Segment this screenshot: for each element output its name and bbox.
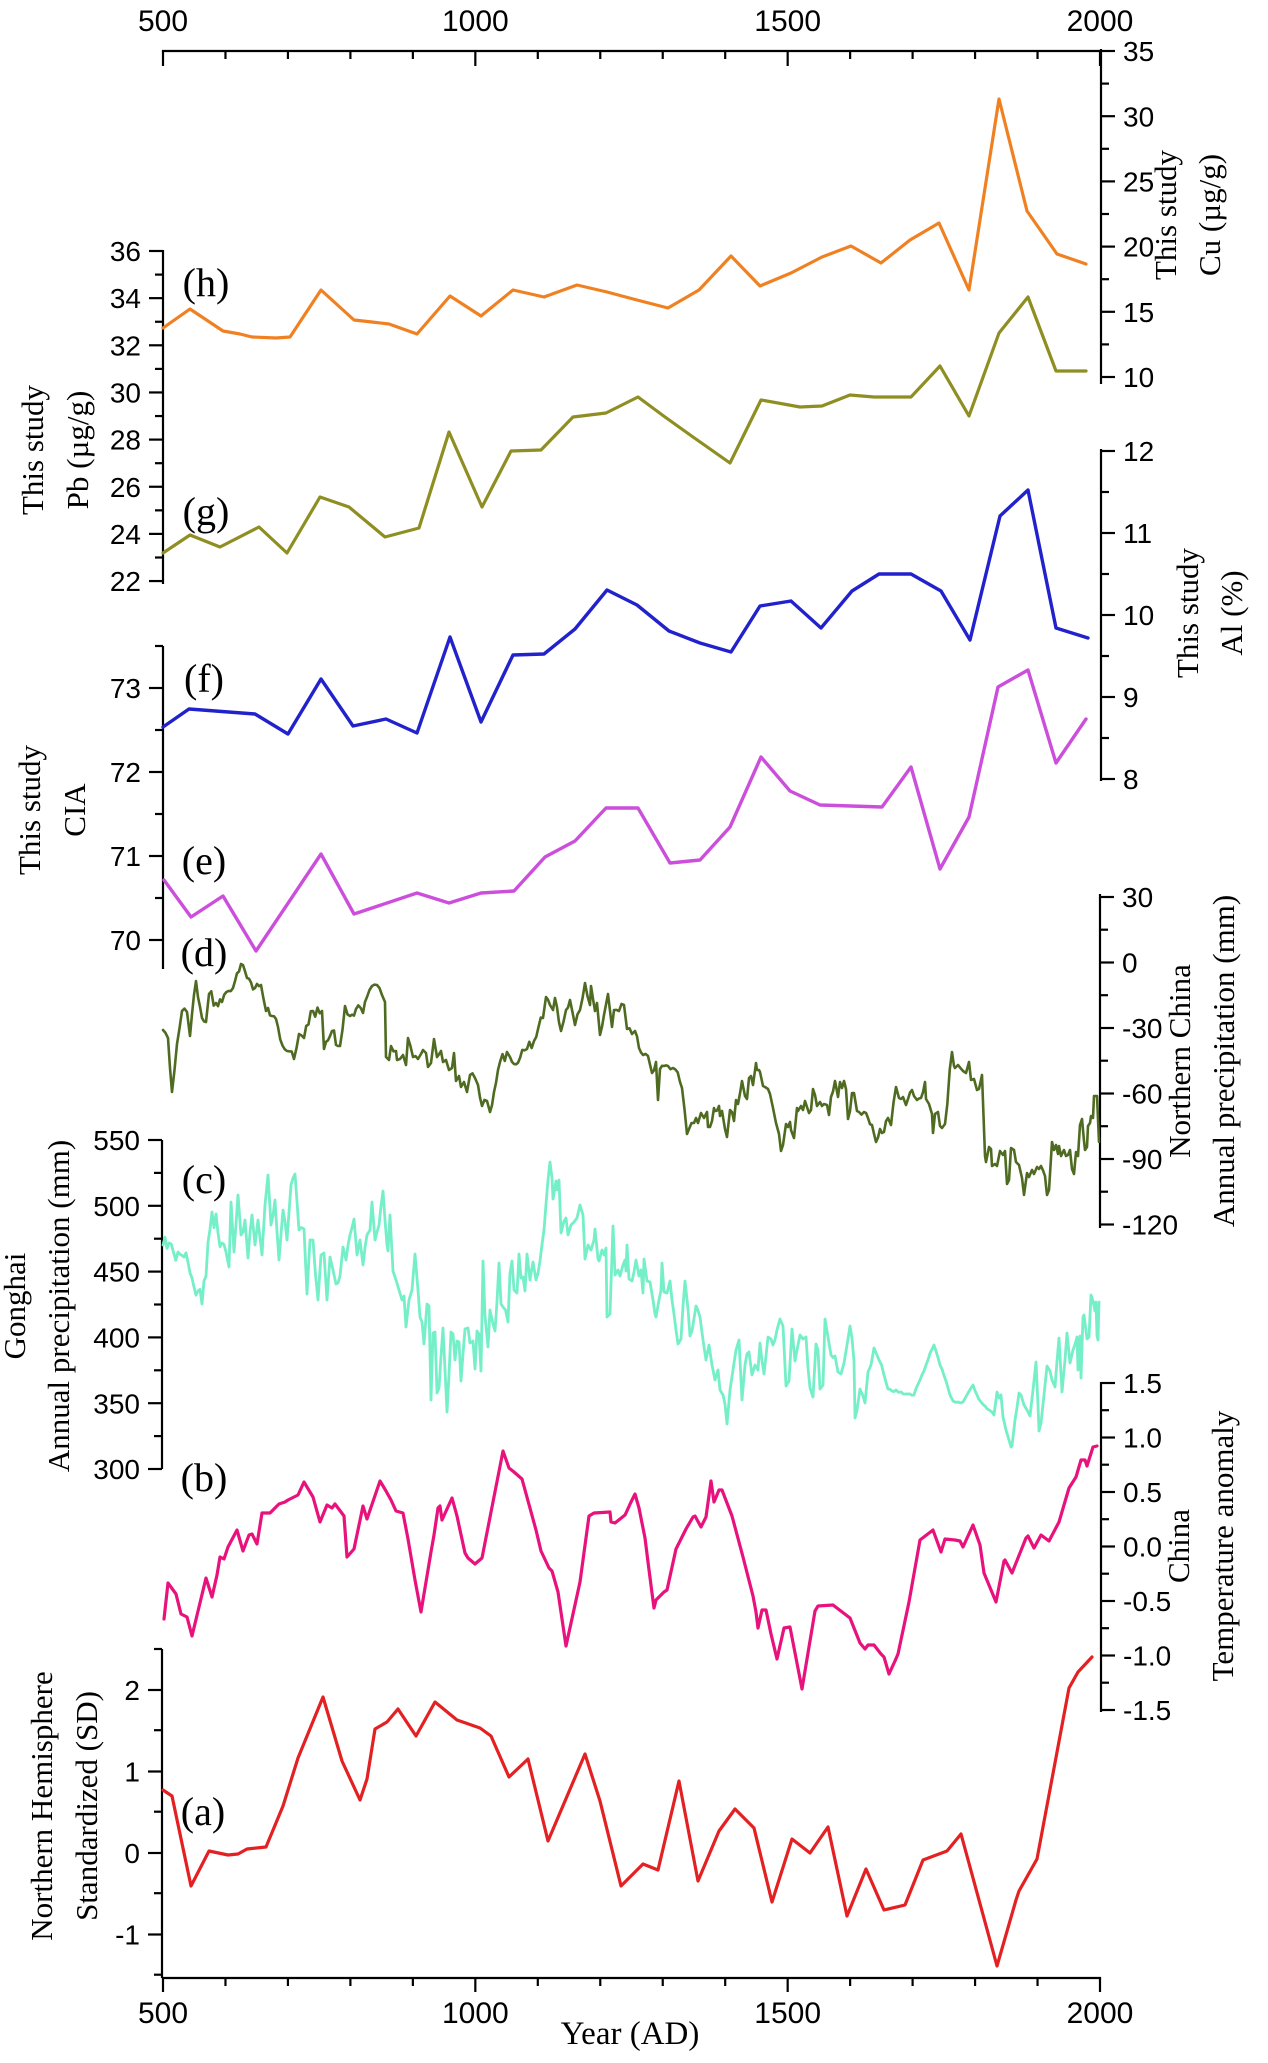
svg-text:1000: 1000	[442, 1997, 509, 2030]
svg-text:(h): (h)	[183, 260, 230, 305]
svg-text:30: 30	[1122, 882, 1153, 913]
svg-text:0.0: 0.0	[1123, 1532, 1162, 1563]
svg-text:Al (%): Al (%)	[1214, 570, 1249, 655]
svg-text:500: 500	[138, 5, 188, 38]
svg-text:2000: 2000	[1067, 5, 1134, 38]
svg-text:-60: -60	[1122, 1079, 1162, 1110]
svg-text:1.0: 1.0	[1123, 1423, 1162, 1454]
svg-text:Gonghai: Gonghai	[0, 1252, 32, 1359]
svg-text:Temperature anomaly: Temperature anomaly	[1205, 1410, 1240, 1681]
svg-text:-30: -30	[1122, 1013, 1162, 1044]
svg-text:0: 0	[124, 1838, 140, 1869]
svg-text:1000: 1000	[442, 5, 509, 38]
svg-text:15: 15	[1123, 297, 1154, 328]
svg-text:32: 32	[110, 330, 141, 361]
svg-text:-120: -120	[1122, 1210, 1178, 1241]
svg-text:34: 34	[110, 283, 141, 314]
svg-text:450: 450	[93, 1257, 140, 1288]
svg-text:500: 500	[93, 1191, 140, 1222]
svg-text:Annual precipitation (mm): Annual precipitation (mm)	[41, 1140, 76, 1472]
svg-text:25: 25	[1123, 166, 1154, 197]
svg-text:10: 10	[1123, 600, 1154, 631]
svg-text:9: 9	[1123, 682, 1139, 713]
svg-text:26: 26	[110, 472, 141, 503]
svg-text:(a): (a)	[181, 1789, 225, 1834]
svg-text:71: 71	[110, 841, 141, 872]
svg-text:36: 36	[110, 236, 141, 267]
svg-text:Year (AD): Year (AD)	[561, 2016, 700, 2052]
svg-text:China: China	[1161, 1509, 1196, 1583]
svg-text:28: 28	[110, 425, 141, 456]
svg-text:(g): (g)	[183, 489, 230, 534]
svg-text:8: 8	[1123, 764, 1139, 795]
svg-text:30: 30	[110, 378, 141, 409]
svg-text:0: 0	[1122, 948, 1138, 979]
svg-text:Cu (µg/g): Cu (µg/g)	[1192, 154, 1227, 276]
svg-text:72: 72	[110, 757, 141, 788]
svg-text:20: 20	[1123, 232, 1154, 263]
svg-text:350: 350	[93, 1388, 140, 1419]
svg-text:-1: -1	[115, 1920, 140, 1951]
svg-text:-1.5: -1.5	[1123, 1695, 1171, 1726]
svg-text:(c): (c)	[182, 1157, 226, 1202]
svg-text:Annual precipitation (mm): Annual precipitation (mm)	[1206, 895, 1241, 1227]
svg-text:70: 70	[110, 925, 141, 956]
svg-text:Pb (µg/g): Pb (µg/g)	[60, 391, 95, 510]
svg-text:1500: 1500	[754, 1997, 821, 2030]
svg-text:-0.5: -0.5	[1123, 1586, 1171, 1617]
svg-text:-90: -90	[1122, 1144, 1162, 1175]
svg-text:0.5: 0.5	[1123, 1477, 1162, 1508]
svg-text:CIA: CIA	[57, 783, 92, 837]
svg-text:Northern Hemisphere: Northern Hemisphere	[24, 1671, 59, 1940]
svg-text:35: 35	[1123, 36, 1154, 67]
svg-text:11: 11	[1123, 518, 1152, 549]
svg-text:(b): (b)	[181, 1455, 228, 1500]
svg-text:12: 12	[1123, 436, 1154, 467]
svg-text:2: 2	[124, 1675, 140, 1706]
svg-text:1.5: 1.5	[1123, 1368, 1162, 1399]
svg-text:(d): (d)	[181, 930, 228, 975]
svg-text:400: 400	[93, 1322, 140, 1353]
svg-text:300: 300	[93, 1454, 140, 1485]
svg-text:30: 30	[1123, 101, 1154, 132]
svg-text:Standardized (SD): Standardized (SD)	[69, 1691, 104, 1921]
svg-text:-1.0: -1.0	[1123, 1641, 1171, 1672]
svg-text:550: 550	[93, 1125, 140, 1156]
svg-text:73: 73	[110, 673, 141, 704]
svg-text:24: 24	[110, 519, 141, 550]
svg-text:500: 500	[138, 1997, 188, 2030]
svg-text:10: 10	[1123, 362, 1154, 393]
svg-text:(f): (f)	[184, 656, 224, 701]
svg-text:(e): (e)	[182, 838, 226, 883]
svg-text:This study: This study	[1170, 547, 1205, 678]
svg-text:This study: This study	[15, 384, 50, 515]
svg-text:This study: This study	[12, 744, 47, 875]
svg-text:This study: This study	[1148, 149, 1183, 280]
svg-text:1500: 1500	[754, 5, 821, 38]
svg-text:2000: 2000	[1067, 1997, 1134, 2030]
svg-text:22: 22	[110, 566, 141, 597]
svg-text:Northern China: Northern China	[1162, 964, 1197, 1158]
svg-text:1: 1	[124, 1757, 140, 1788]
